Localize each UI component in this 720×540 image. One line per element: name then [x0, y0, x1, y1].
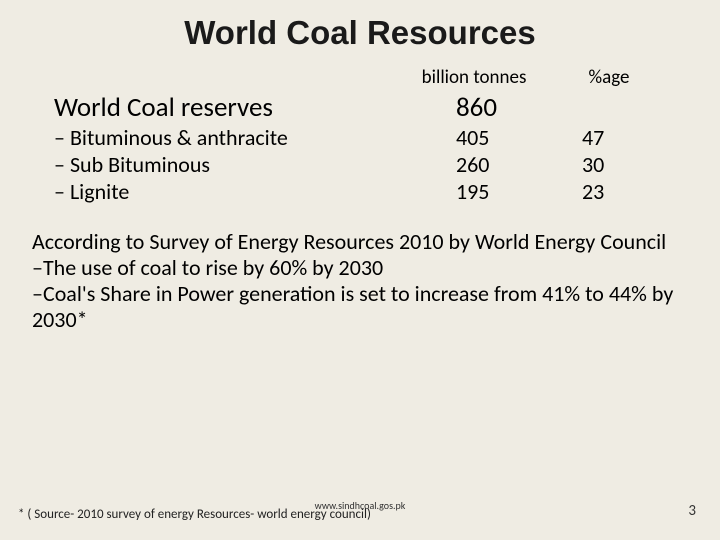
table-row: Bituminous & anthracite 405 47: [24, 124, 696, 151]
header-row: billion tonnes %age: [24, 66, 696, 89]
row-tonnes: 195: [394, 178, 554, 205]
body-line: –The use of coal to rise by 60% by 2030: [32, 255, 688, 281]
body-line: –Coal's Share in Power generation is set…: [32, 281, 688, 333]
reserves-label: World Coal reserves: [24, 91, 394, 124]
row-pct: 47: [554, 124, 664, 151]
page-number: 3: [688, 502, 696, 520]
row-pct: 30: [554, 151, 664, 178]
header-pct: %age: [554, 66, 664, 89]
row-tonnes: 260: [394, 151, 554, 178]
footnote: * ( Source- 2010 survey of energy Resour…: [18, 507, 371, 522]
body-line: According to Survey of Energy Resources …: [32, 229, 688, 255]
body-text: According to Survey of Energy Resources …: [24, 229, 696, 333]
slide-title: World Coal Resources: [24, 14, 696, 52]
data-table: billion tonnes %age World Coal reserves …: [24, 66, 696, 205]
table-row: Sub Bituminous 260 30: [24, 151, 696, 178]
row-label: Bituminous & anthracite: [24, 124, 394, 151]
row-label: Sub Bituminous: [24, 151, 394, 178]
table-row: Lignite 195 23: [24, 178, 696, 205]
row-pct: 23: [554, 178, 664, 205]
row-tonnes: 405: [394, 124, 554, 151]
row-label: Lignite: [24, 178, 394, 205]
reserves-tonnes: 860: [394, 91, 554, 124]
reserves-row: World Coal reserves 860: [24, 91, 696, 124]
header-tonnes: billion tonnes: [394, 66, 554, 89]
